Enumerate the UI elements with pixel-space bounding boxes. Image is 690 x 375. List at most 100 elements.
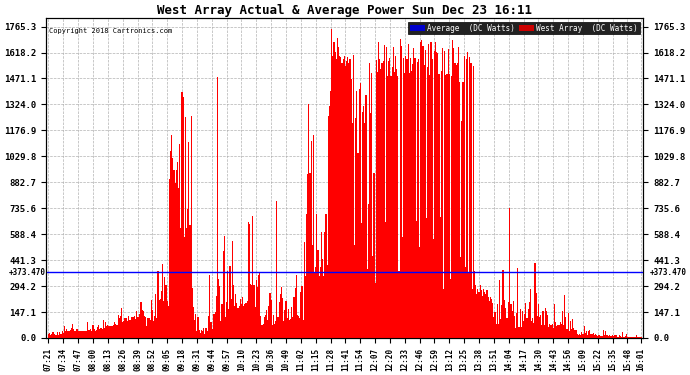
Bar — [317, 250, 319, 338]
Bar — [342, 59, 344, 338]
Bar — [146, 326, 147, 338]
Bar — [453, 48, 455, 338]
Bar — [459, 82, 460, 338]
Bar — [290, 319, 291, 338]
Bar — [192, 288, 193, 338]
Bar — [570, 321, 571, 338]
Bar — [255, 307, 256, 338]
Bar — [498, 324, 499, 338]
Bar — [595, 334, 596, 338]
Bar — [617, 337, 618, 338]
Bar — [106, 326, 107, 338]
Bar — [631, 337, 633, 338]
Bar — [637, 337, 638, 338]
Bar — [67, 331, 68, 338]
Bar — [522, 311, 523, 338]
Bar — [267, 320, 268, 338]
Bar — [428, 44, 429, 338]
Bar — [302, 320, 304, 338]
Bar — [523, 321, 524, 338]
Bar — [515, 328, 516, 338]
Bar — [98, 325, 99, 338]
Bar — [326, 265, 328, 338]
Bar — [170, 151, 171, 338]
Bar — [574, 330, 575, 338]
Bar — [601, 336, 602, 338]
Bar — [604, 335, 605, 338]
Bar — [384, 45, 385, 338]
Bar — [591, 334, 593, 338]
Bar — [235, 294, 236, 338]
Bar — [121, 308, 122, 338]
Bar — [594, 335, 595, 338]
Bar — [233, 285, 234, 338]
Bar — [187, 209, 188, 338]
Bar — [166, 285, 167, 338]
Bar — [497, 304, 498, 338]
Bar — [621, 337, 622, 338]
Bar — [203, 328, 204, 338]
Bar — [571, 329, 572, 338]
Bar — [323, 276, 324, 338]
Bar — [619, 335, 620, 338]
Bar — [329, 106, 330, 338]
Bar — [230, 299, 232, 338]
Bar — [237, 308, 239, 338]
Bar — [605, 331, 607, 338]
Bar — [115, 324, 117, 338]
Bar — [307, 174, 308, 338]
Bar — [82, 331, 83, 338]
Bar — [202, 331, 203, 338]
Bar — [232, 241, 233, 338]
Bar — [107, 326, 108, 338]
Bar — [140, 303, 141, 338]
Bar — [152, 310, 153, 338]
Bar — [172, 158, 173, 338]
Bar — [199, 330, 200, 338]
Bar — [273, 315, 274, 338]
Bar — [55, 335, 56, 338]
Bar — [346, 61, 347, 338]
Bar — [378, 42, 379, 338]
Bar — [403, 58, 404, 338]
Bar — [546, 311, 547, 338]
Bar — [526, 318, 528, 338]
Bar — [288, 309, 289, 338]
Bar — [194, 320, 195, 338]
Bar — [488, 297, 489, 338]
Bar — [344, 56, 345, 338]
Bar — [516, 314, 518, 338]
Bar — [387, 76, 388, 338]
Bar — [169, 179, 170, 338]
Bar — [185, 117, 186, 338]
Bar — [418, 59, 419, 338]
Bar — [615, 336, 617, 338]
Bar — [485, 294, 486, 338]
Bar — [289, 320, 290, 338]
Bar — [500, 319, 502, 338]
Bar — [460, 257, 462, 338]
Bar — [558, 325, 560, 338]
Bar — [148, 318, 150, 338]
Bar — [97, 327, 98, 338]
Bar — [493, 317, 495, 338]
Bar — [396, 69, 397, 338]
Bar — [348, 63, 349, 338]
Bar — [164, 278, 166, 338]
Bar — [611, 336, 612, 338]
Bar — [562, 310, 563, 338]
Bar — [65, 331, 66, 338]
Bar — [629, 337, 631, 338]
Bar — [499, 280, 500, 338]
Bar — [234, 306, 235, 338]
Bar — [133, 316, 135, 338]
Bar — [538, 304, 539, 338]
Bar — [518, 327, 520, 338]
Bar — [582, 334, 584, 338]
Bar — [305, 276, 306, 338]
Bar — [183, 97, 184, 338]
Bar — [130, 320, 131, 338]
Bar — [112, 326, 113, 338]
Bar — [466, 59, 467, 338]
Bar — [110, 326, 112, 338]
